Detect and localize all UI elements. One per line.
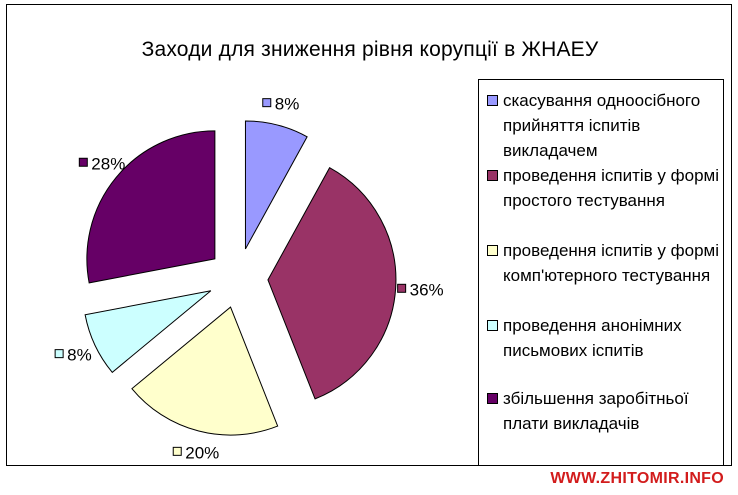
legend-label: проведення іспитів у формі простого тест…: [503, 166, 719, 210]
legend-item: скасування одноосібного прийняття іспиті…: [487, 88, 719, 163]
legend-swatch: [487, 95, 498, 106]
legend-label: проведення іспитів у формі комп'ютерного…: [503, 241, 719, 285]
data-label: 20%: [172, 443, 219, 462]
data-label-swatch: [78, 157, 88, 167]
data-label-swatch: [54, 349, 64, 359]
pie-slice: [84, 290, 212, 374]
legend-item: проведення іспитів у формі комп'ютерного…: [487, 238, 719, 288]
pie-slice: [131, 306, 279, 436]
legend-swatch: [487, 320, 498, 331]
chart-title: Заходи для зниження рівня корупції в ЖНА…: [141, 38, 599, 61]
data-label: 28%: [78, 154, 125, 173]
data-label-text: 20%: [185, 443, 219, 462]
data-label-text: 36%: [410, 280, 444, 299]
legend-swatch: [487, 245, 498, 256]
data-label: 8%: [262, 95, 300, 114]
chart-legend: скасування одноосібного прийняття іспиті…: [478, 79, 724, 465]
legend-label: проведення анонімних письмових іспитів: [503, 316, 682, 360]
data-label-text: 8%: [275, 95, 300, 114]
data-label: 36%: [397, 280, 444, 299]
legend-swatch: [487, 170, 498, 181]
data-label-text: 28%: [91, 154, 125, 173]
pie-slice: [267, 167, 397, 400]
legend-item: проведення анонімних письмових іспитів: [487, 313, 719, 363]
data-label-swatch: [397, 283, 407, 293]
legend-label: скасування одноосібного прийняття іспиті…: [503, 91, 701, 160]
legend-item: збільшення заробітньої плати викладачів: [487, 386, 719, 436]
legend-item: проведення іспитів у формі простого тест…: [487, 163, 719, 213]
pie-slice: [244, 120, 308, 250]
legend-swatch: [487, 393, 498, 404]
data-label: 8%: [54, 346, 92, 365]
data-label-text: 8%: [67, 346, 92, 365]
data-label-swatch: [172, 446, 182, 456]
pie-slice: [86, 130, 216, 284]
watermark-text: WWW.ZHITOMIR.INFO: [550, 470, 724, 487]
data-label-swatch: [262, 98, 272, 108]
legend-label: збільшення заробітньої плати викладачів: [503, 389, 689, 433]
